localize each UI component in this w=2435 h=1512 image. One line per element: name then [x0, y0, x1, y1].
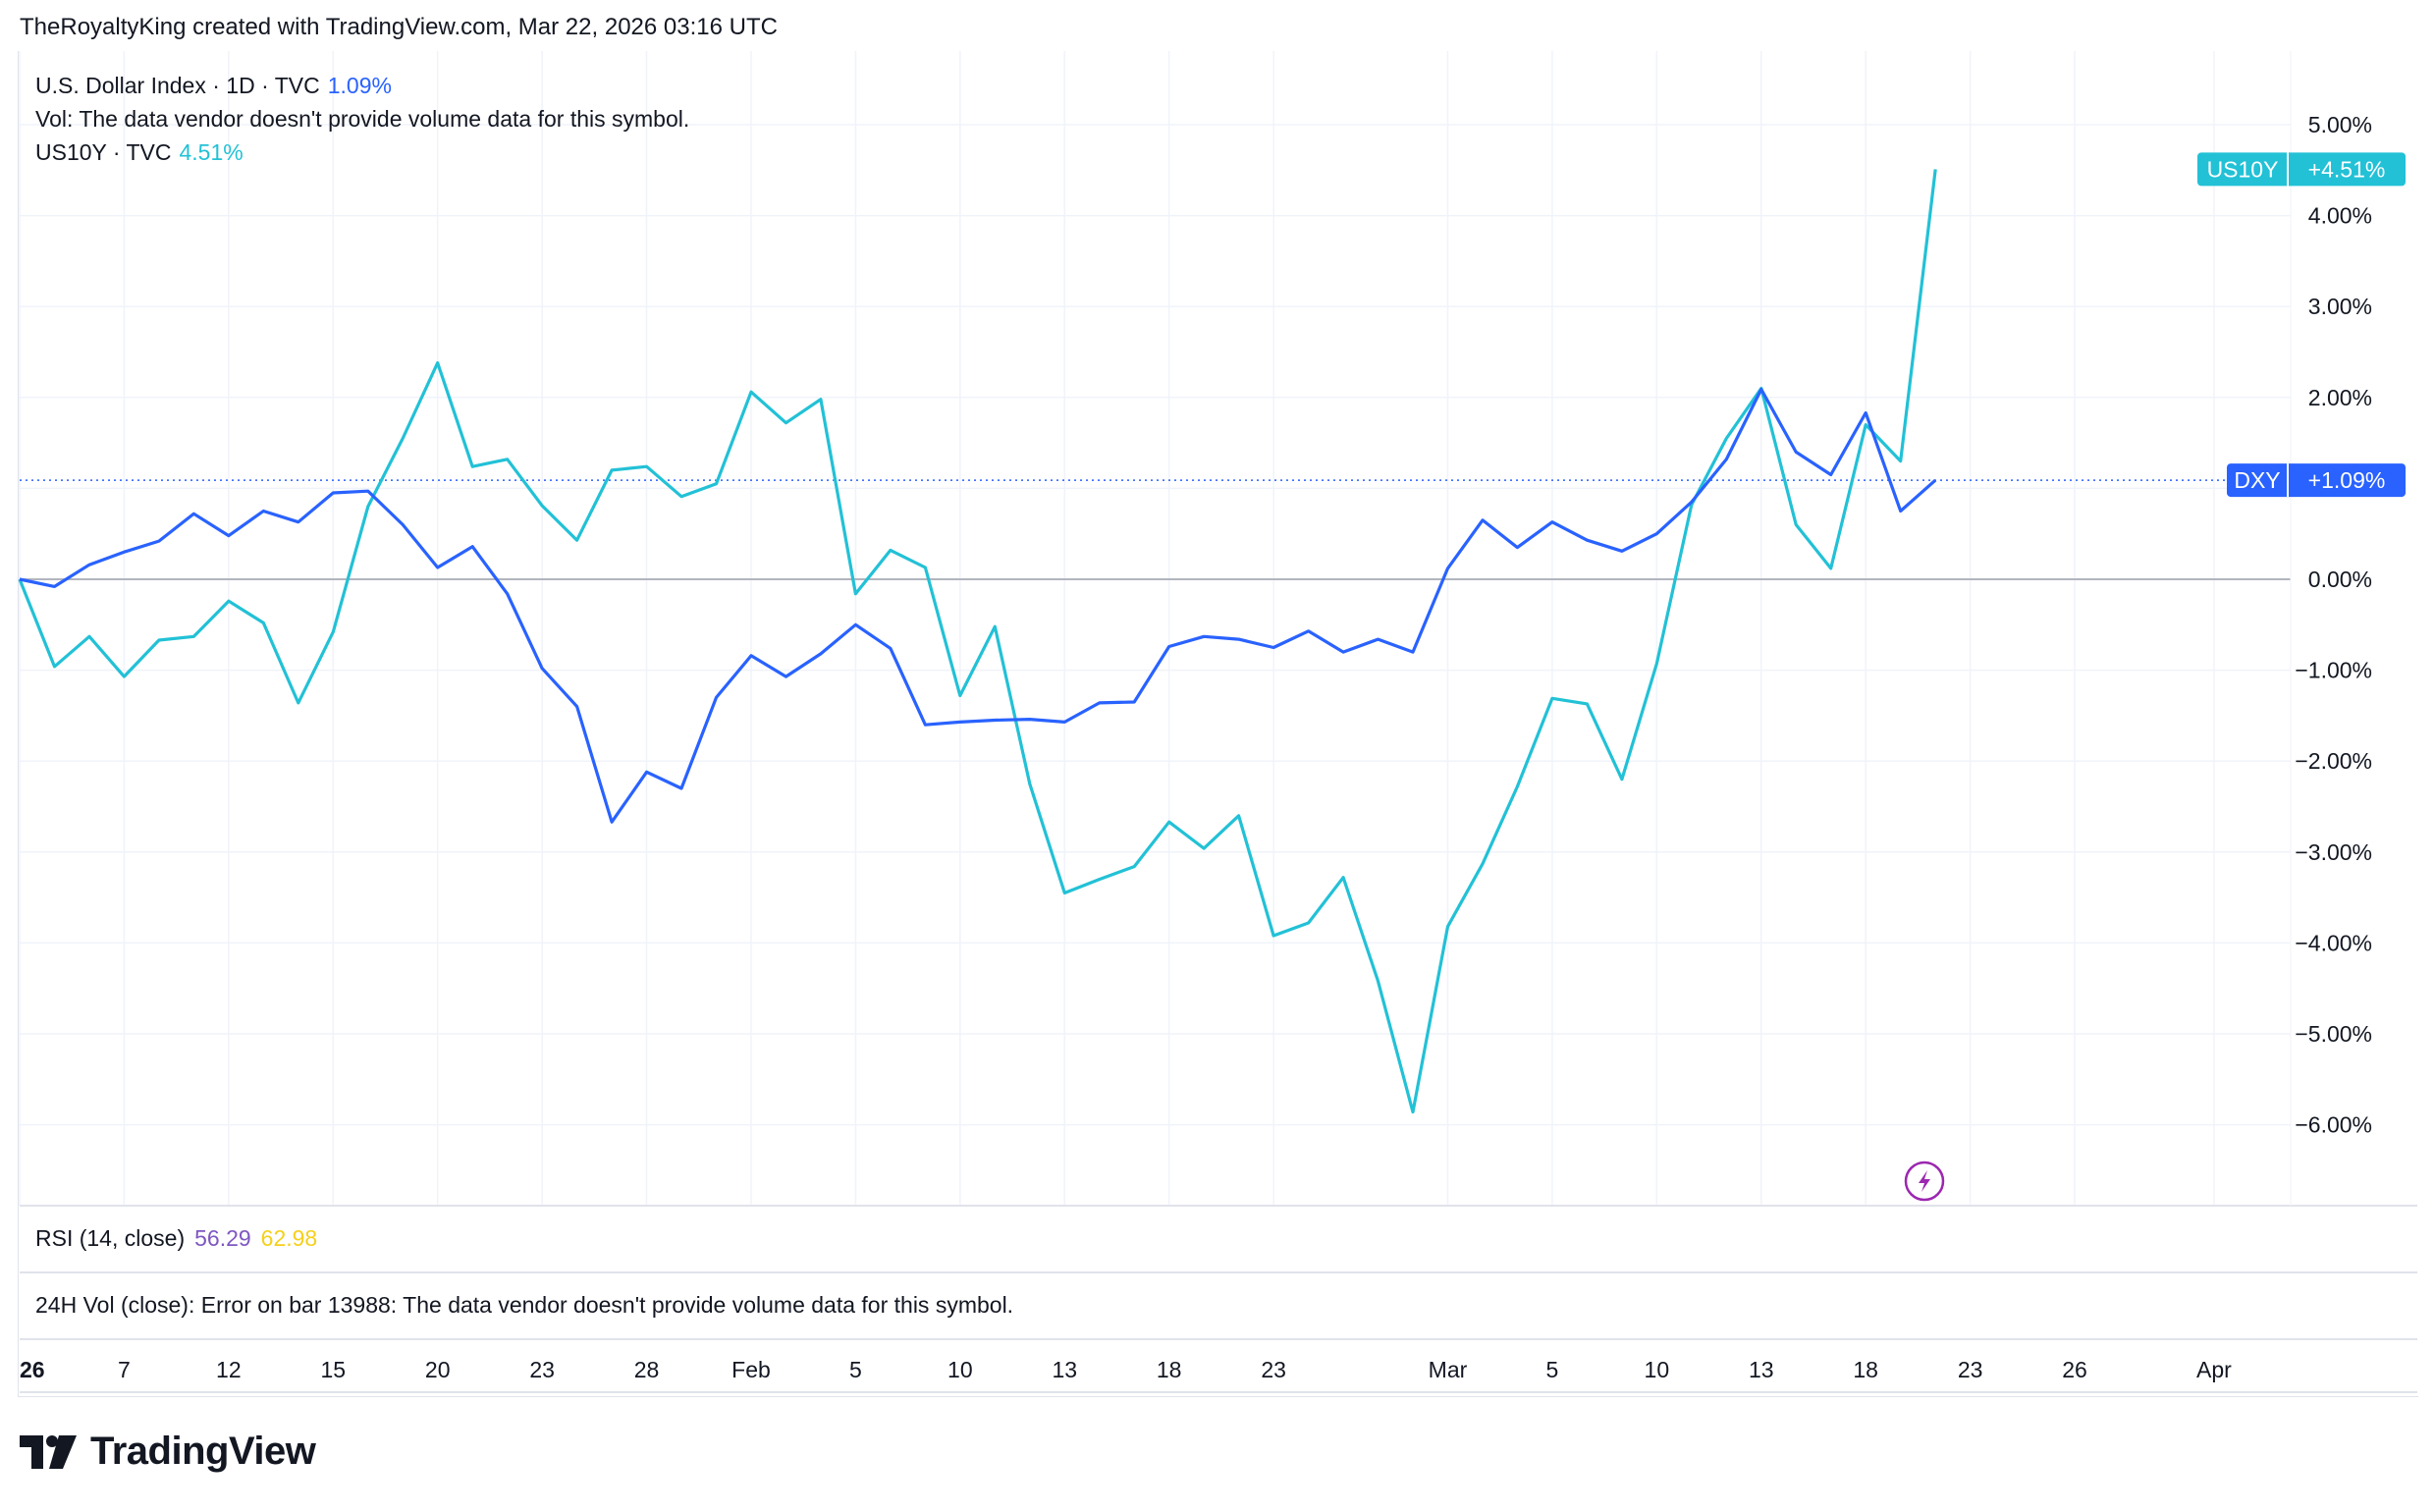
us10y-price-badge: US10Y +4.51% [2197, 152, 2406, 187]
y-tick-label: 2.00% [2308, 385, 2372, 410]
y-tick-label: −4.00% [2295, 930, 2372, 955]
x-tick-label: 5 [849, 1357, 862, 1382]
x-tick-label: 18 [1157, 1357, 1182, 1382]
x-tick-label: 5 [1546, 1357, 1559, 1382]
x-tick-label: 18 [1853, 1357, 1878, 1382]
x-tick-label: 7 [118, 1357, 131, 1382]
x-tick-label: 20 [425, 1357, 451, 1382]
y-tick-label: −2.00% [2295, 748, 2372, 774]
x-tick-label: 12 [216, 1357, 242, 1382]
x-tick-label: Apr [2196, 1357, 2232, 1382]
x-tick-label: 26 [20, 1357, 45, 1382]
x-tick-label: 28 [634, 1357, 660, 1382]
us10y-badge-value: +4.51% [2308, 156, 2386, 182]
chart-frame [18, 51, 2418, 1397]
y-tick-label: 3.00% [2308, 294, 2372, 319]
y-tick-label: 4.00% [2308, 203, 2372, 229]
dxy-series-line [19, 387, 1937, 824]
x-tick-label: 13 [1749, 1357, 1774, 1382]
x-tick-label: 23 [1958, 1357, 1983, 1382]
tradingview-logo-text: TradingView [90, 1430, 316, 1473]
x-tick-label: Mar [1429, 1357, 1468, 1382]
y-tick-label: −1.00% [2295, 658, 2372, 683]
dxy-badge-name: DXY [2234, 467, 2280, 493]
flash-icon[interactable] [1904, 1161, 1945, 1202]
rsi-label: RSI (14, close) [35, 1225, 186, 1251]
dxy-badge-bg [2227, 463, 2406, 498]
dxy-price-badge: DXY +1.09% [2227, 463, 2406, 498]
us10y-series-line [18, 169, 1937, 1114]
y-tick-label: −5.00% [2295, 1021, 2372, 1047]
us10y-badge-bg [2197, 152, 2406, 187]
y-tick-label: −6.00% [2295, 1112, 2372, 1138]
legend-us10y-title: US10Y · TVC [35, 139, 172, 165]
tradingview-logo-icon [20, 1434, 81, 1469]
vertical-gridlines [19, 51, 2215, 1206]
x-tick-label: 10 [1645, 1357, 1670, 1382]
price-chart[interactable]: 5.00%4.00%3.00%2.00%1.00%0.00%−1.00%−2.0… [0, 0, 2435, 1414]
legend-us10y-value: 4.51% [179, 139, 244, 165]
x-tick-label: 10 [947, 1357, 973, 1382]
x-tick-label: 26 [2062, 1357, 2087, 1382]
volume-legend[interactable]: 24H Vol (close): Error on bar 13988: The… [35, 1292, 1014, 1318]
x-tick-label: 23 [1261, 1357, 1286, 1382]
x-tick-label: 23 [529, 1357, 555, 1382]
y-tick-label: 0.00% [2308, 567, 2372, 592]
price-axis-labels: 5.00%4.00%3.00%2.00%1.00%0.00%−1.00%−2.0… [2295, 112, 2372, 1138]
legend-dxy[interactable]: U.S. Dollar Index · 1D · TVC 1.09% [35, 69, 689, 102]
x-tick-label: 13 [1052, 1357, 1077, 1382]
us10y-badge-name: US10Y [2207, 156, 2279, 182]
y-tick-label: −3.00% [2295, 839, 2372, 865]
legend-vol-note: Vol: The data vendor doesn't provide vol… [35, 106, 690, 132]
legend-dxy-title: U.S. Dollar Index · 1D · TVC [35, 73, 320, 98]
chart-legend: U.S. Dollar Index · 1D · TVC 1.09% Vol: T… [35, 69, 689, 169]
tradingview-logo[interactable]: TradingView [20, 1430, 316, 1474]
horizontal-gridlines [20, 124, 2291, 1126]
rsi-value-2: 62.98 [260, 1225, 318, 1251]
dxy-badge-value: +1.09% [2308, 467, 2386, 493]
chart-credit: TheRoyaltyKing created with TradingView.… [20, 14, 778, 40]
rsi-legend[interactable]: RSI (14, close) 56.29 62.98 [35, 1225, 317, 1252]
x-tick-label: Feb [731, 1357, 771, 1382]
legend-dxy-value: 1.09% [327, 73, 392, 98]
y-tick-label: 5.00% [2308, 112, 2372, 137]
rsi-value-1: 56.29 [194, 1225, 251, 1251]
x-tick-label: 15 [320, 1357, 346, 1382]
time-axis-labels: 26 7 12 15 20 23 28 Feb 5 10 13 18 23 Mar 5 10 13 18 23 26 A… [20, 1357, 2232, 1382]
legend-us10y[interactable]: US10Y · TVC 4.51% [35, 135, 689, 169]
